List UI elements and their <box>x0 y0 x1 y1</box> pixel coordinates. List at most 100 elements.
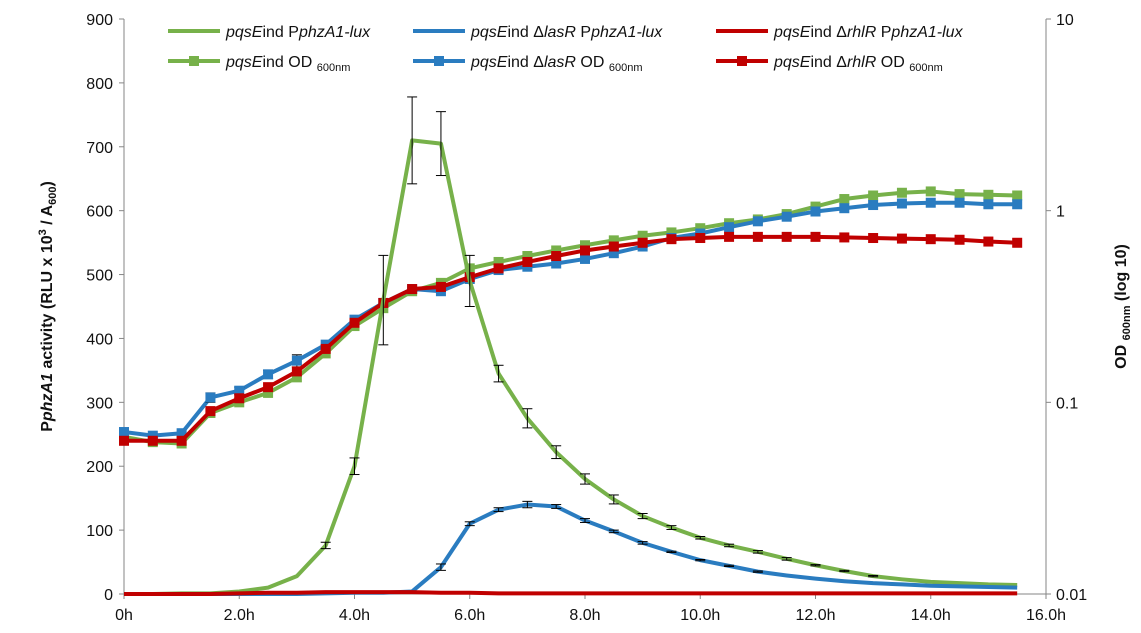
series-3 <box>119 186 1023 449</box>
text-part: pqsE <box>773 54 811 71</box>
data-point <box>493 256 504 267</box>
text-part: 600nm <box>317 62 351 74</box>
error-bar <box>580 473 590 485</box>
y-right-tick-label: 0.1 <box>1056 395 1078 412</box>
data-point <box>1012 190 1023 201</box>
data-point <box>580 240 590 251</box>
error-bar <box>349 457 360 476</box>
text-part: / A <box>39 204 56 229</box>
data-point <box>608 241 619 252</box>
y-right-axis-label: OD 600nm (log 10) <box>1113 244 1133 369</box>
text-part: OD <box>576 54 609 71</box>
data-point <box>925 234 936 245</box>
text-part: P <box>876 24 891 41</box>
data-point <box>954 234 965 245</box>
data-point <box>205 392 216 403</box>
text-part: rhlR <box>847 24 877 41</box>
data-point <box>724 231 735 242</box>
error-bar <box>752 550 763 554</box>
data-point <box>896 187 907 198</box>
data-point <box>839 232 850 243</box>
series-5 <box>119 231 1023 446</box>
data-point <box>983 236 994 247</box>
data-point <box>752 216 763 227</box>
text-part: ind Δ <box>810 54 847 71</box>
data-point <box>493 263 504 274</box>
series-0 <box>124 96 1018 596</box>
error-bar <box>551 445 562 460</box>
text-part: phzA1-lux <box>890 24 963 41</box>
series-2 <box>124 590 1018 596</box>
error-bar <box>435 563 446 571</box>
data-point <box>119 435 129 446</box>
text-part: pqsE <box>470 54 508 71</box>
series-line <box>124 138 1018 596</box>
error-bar <box>522 500 533 509</box>
series-1 <box>124 500 1018 596</box>
error-bar <box>608 494 619 505</box>
y-left-tick-label: 0 <box>104 587 113 604</box>
data-point <box>983 189 994 200</box>
data-point <box>234 385 245 396</box>
error-bar <box>666 550 677 553</box>
text-part: ) <box>39 181 56 186</box>
text-part: ind OD <box>262 54 316 71</box>
y-left-axis-label: PphzA1 activity (RLU x 103 / A600) <box>37 181 59 432</box>
series-line <box>124 502 1018 596</box>
error-bar <box>695 559 706 562</box>
data-point <box>608 248 619 259</box>
data-point <box>263 369 274 380</box>
data-point <box>608 235 619 246</box>
error-bar <box>522 408 533 429</box>
y-left-tick-label: 900 <box>86 12 113 29</box>
data-point <box>551 258 562 269</box>
text-part: phzA1 <box>39 373 56 422</box>
data-point <box>263 382 274 393</box>
text-part: OD <box>1113 340 1130 368</box>
x-tick-label: 6.0h <box>454 607 485 624</box>
legend-label: pqsEind PphzA1-lux <box>225 24 371 41</box>
legend-label: pqsEind ΔrhlR OD 600nm <box>773 54 943 74</box>
data-point <box>263 387 274 398</box>
legend-item-5: pqsEind ΔrhlR OD 600nm <box>716 54 943 74</box>
chart-axes: 0 100 200 300 400 500 600 700 800 900 0.01 0.1 1 10 0h… <box>86 12 1087 624</box>
legend-item-1: pqsEind ΔlasR PphzA1-lux <box>413 24 663 41</box>
text-part: pqsE <box>225 54 263 71</box>
data-point <box>522 256 533 267</box>
y-left-tick-label: 700 <box>86 140 113 157</box>
data-point <box>637 230 648 241</box>
error-bar <box>695 536 706 540</box>
data-point <box>320 343 331 354</box>
data-point <box>637 237 648 248</box>
legend-marker <box>189 56 199 66</box>
text-part: phzA1-lux <box>590 24 663 41</box>
text-part: P <box>39 421 56 432</box>
text-part: 600nm <box>909 62 943 74</box>
data-point <box>407 284 418 295</box>
y-left-tick-label: 800 <box>86 76 113 93</box>
legend-label: pqsEind ΔlasR OD 600nm <box>470 54 643 74</box>
error-bar <box>493 507 504 513</box>
x-tick-label: 10.0h <box>680 607 720 624</box>
data-point <box>1012 237 1023 248</box>
error-bar <box>839 569 850 573</box>
error-bar <box>666 525 677 530</box>
x-tick-label: 16.0h <box>1026 607 1066 624</box>
data-point <box>666 234 677 245</box>
data-point <box>522 251 533 262</box>
data-point <box>147 430 158 441</box>
error-bar <box>637 513 648 520</box>
y-left-tick-label: 400 <box>86 331 113 348</box>
data-point <box>868 200 879 211</box>
data-point <box>839 203 850 214</box>
text-part: 600nm <box>609 62 643 74</box>
data-point <box>205 406 216 417</box>
y-axis-right-title: OD 600nm (log 10) <box>1113 244 1133 369</box>
data-point <box>752 231 763 242</box>
legend-marker <box>434 56 444 66</box>
text-part: ind Δ <box>810 24 847 41</box>
data-point <box>176 428 187 439</box>
legend-label: pqsEind ΔlasR PphzA1-lux <box>470 24 663 41</box>
text-part: OD <box>876 54 909 71</box>
